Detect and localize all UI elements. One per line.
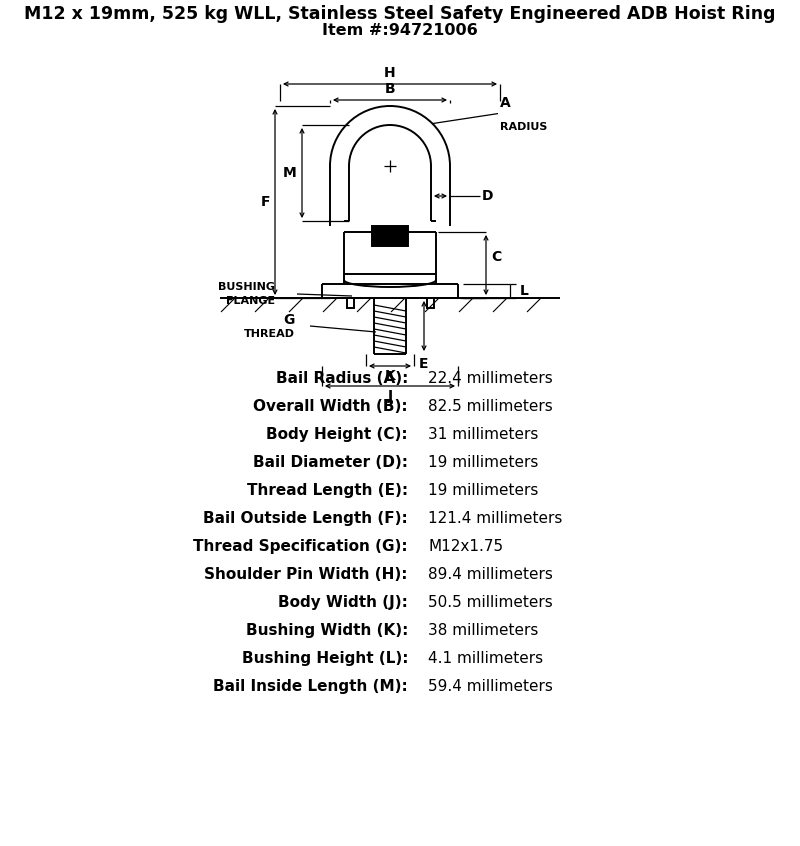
Text: 19 millimeters: 19 millimeters <box>428 454 538 470</box>
Text: 22.4 millimeters: 22.4 millimeters <box>428 371 553 386</box>
Text: C: C <box>491 250 502 264</box>
Text: E: E <box>419 357 429 371</box>
Text: K: K <box>385 369 395 383</box>
Text: Bail Diameter (D):: Bail Diameter (D): <box>253 454 408 470</box>
Text: FLANGE: FLANGE <box>226 296 275 306</box>
Text: 89.4 millimeters: 89.4 millimeters <box>428 567 553 581</box>
Text: BUSHING: BUSHING <box>218 282 275 292</box>
Text: Bail Radius (A):: Bail Radius (A): <box>276 371 408 386</box>
Text: RADIUS: RADIUS <box>500 122 547 132</box>
Text: Thread Length (E):: Thread Length (E): <box>247 482 408 497</box>
Text: B: B <box>385 82 395 96</box>
Text: G: G <box>284 313 295 327</box>
Text: M12 x 19mm, 525 kg WLL, Stainless Steel Safety Engineered ADB Hoist Ring: M12 x 19mm, 525 kg WLL, Stainless Steel … <box>24 5 776 23</box>
Text: Body Height (C):: Body Height (C): <box>266 426 408 442</box>
Text: 121.4 millimeters: 121.4 millimeters <box>428 510 562 525</box>
Text: 50.5 millimeters: 50.5 millimeters <box>428 595 553 609</box>
Text: F: F <box>261 195 270 209</box>
Text: A: A <box>500 96 510 110</box>
Text: Item #:94721006: Item #:94721006 <box>322 23 478 37</box>
Bar <box>372 226 408 246</box>
Text: Bushing Width (K):: Bushing Width (K): <box>246 623 408 638</box>
Text: L: L <box>520 284 529 298</box>
Text: J: J <box>387 389 393 403</box>
Text: M12x1.75: M12x1.75 <box>428 539 503 553</box>
Text: 19 millimeters: 19 millimeters <box>428 482 538 497</box>
Text: M: M <box>283 166 297 180</box>
Text: THREAD: THREAD <box>244 329 295 339</box>
Text: Overall Width (B):: Overall Width (B): <box>254 398 408 414</box>
Text: H: H <box>384 66 396 80</box>
Text: Bail Inside Length (M):: Bail Inside Length (M): <box>214 678 408 694</box>
Text: 4.1 millimeters: 4.1 millimeters <box>428 651 543 666</box>
Bar <box>346 298 354 308</box>
Text: 38 millimeters: 38 millimeters <box>428 623 538 638</box>
Text: 31 millimeters: 31 millimeters <box>428 426 538 442</box>
Text: Thread Specification (G):: Thread Specification (G): <box>194 539 408 553</box>
Text: Shoulder Pin Width (H):: Shoulder Pin Width (H): <box>205 567 408 581</box>
Text: D: D <box>482 189 494 203</box>
Text: 59.4 millimeters: 59.4 millimeters <box>428 678 553 694</box>
Text: 82.5 millimeters: 82.5 millimeters <box>428 398 553 414</box>
Bar <box>426 298 434 308</box>
Text: Bail Outside Length (F):: Bail Outside Length (F): <box>203 510 408 525</box>
Text: Bushing Height (L):: Bushing Height (L): <box>242 651 408 666</box>
Text: Body Width (J):: Body Width (J): <box>278 595 408 609</box>
